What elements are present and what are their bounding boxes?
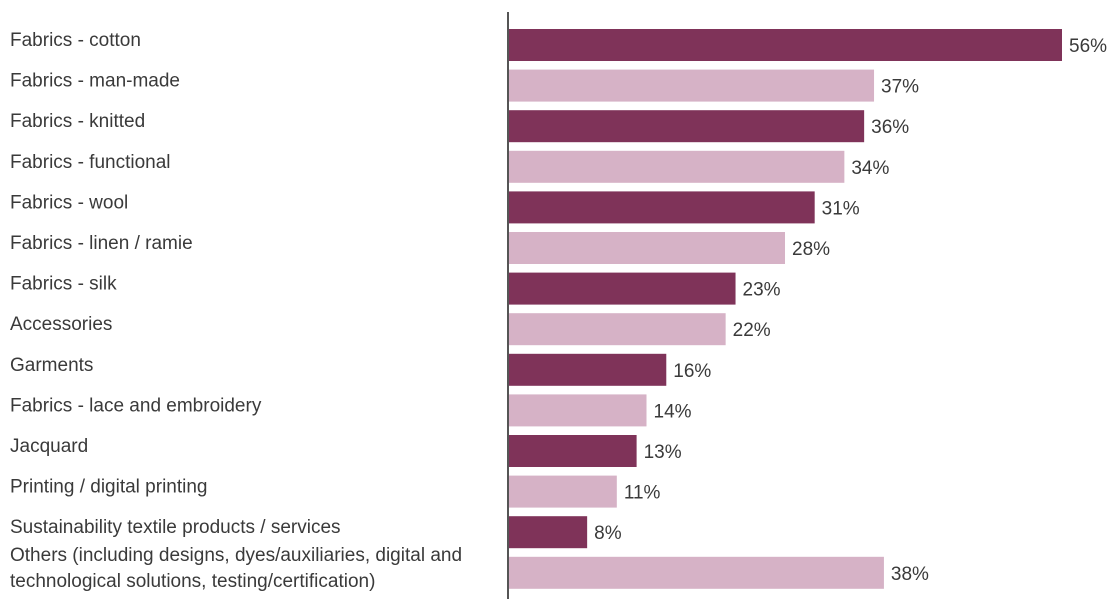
category-label: technological solutions, testing/certifi… <box>10 571 375 592</box>
bar <box>508 353 667 386</box>
value-label: 34% <box>851 158 889 179</box>
category-label: Printing / digital printing <box>10 477 208 498</box>
category-label: Fabrics - lace and embroidery <box>10 395 262 416</box>
value-label: 11% <box>624 483 661 504</box>
bar <box>508 516 588 549</box>
bar <box>508 110 865 143</box>
category-label: Fabrics - linen / ramie <box>10 233 193 254</box>
value-label: 28% <box>792 239 830 260</box>
bar <box>508 556 884 589</box>
bar <box>508 150 845 183</box>
category-label: Others (including designs, dyes/auxiliar… <box>10 545 462 566</box>
category-label: Fabrics - cotton <box>10 30 141 51</box>
bar <box>508 191 815 224</box>
bar <box>508 394 647 427</box>
bar <box>508 272 736 305</box>
value-label: 22% <box>733 320 771 341</box>
value-label: 56% <box>1069 36 1107 57</box>
bar <box>508 475 617 508</box>
category-label: Garments <box>10 355 93 376</box>
value-label: 38% <box>891 564 929 585</box>
category-label: Fabrics - knitted <box>10 111 145 132</box>
bar <box>508 69 875 102</box>
value-label: 14% <box>654 401 692 422</box>
category-label: Accessories <box>10 314 112 335</box>
bar <box>508 435 637 467</box>
value-label: 23% <box>743 280 781 301</box>
value-label: 13% <box>644 442 682 463</box>
value-label: 36% <box>871 117 909 138</box>
category-label: Sustainability textile products / servic… <box>10 517 341 538</box>
bar <box>508 313 726 346</box>
category-label: Jacquard <box>10 436 88 457</box>
value-label: 31% <box>822 198 860 219</box>
category-label: Fabrics - man-made <box>10 71 180 92</box>
value-label: 16% <box>673 361 711 382</box>
category-label: Fabrics - wool <box>10 192 128 213</box>
value-label: 8% <box>594 523 622 544</box>
category-label: Fabrics - silk <box>10 274 117 295</box>
category-label: Fabrics - functional <box>10 152 171 173</box>
bar <box>508 29 1062 61</box>
bar <box>508 232 785 264</box>
value-label: 37% <box>881 77 919 98</box>
